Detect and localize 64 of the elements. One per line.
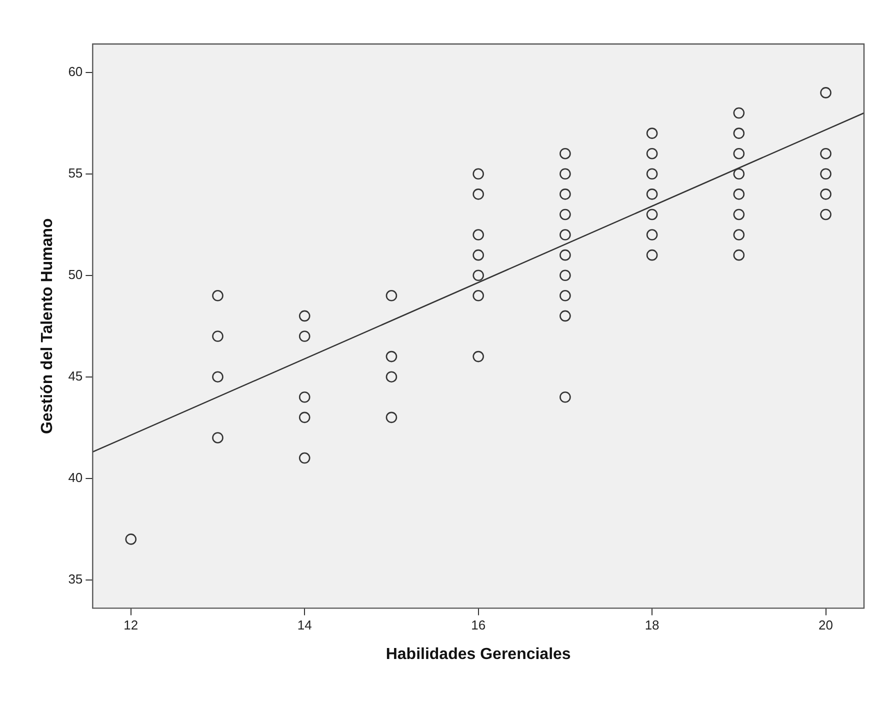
point	[733, 208, 745, 220]
point	[386, 371, 398, 382]
point	[386, 350, 398, 362]
point	[820, 208, 832, 220]
x-tick-label: 18	[644, 618, 660, 633]
y-tick-label: 55	[68, 165, 83, 180]
y-tick-label: 60	[68, 64, 83, 79]
point	[212, 371, 224, 382]
point	[386, 412, 398, 424]
point	[820, 87, 832, 98]
point	[646, 229, 658, 240]
point	[560, 270, 571, 282]
point	[646, 188, 658, 200]
point	[472, 188, 484, 200]
x-axis-title: Habilidades Gerenciales	[386, 646, 571, 663]
point	[212, 290, 224, 302]
point	[733, 188, 745, 200]
point	[212, 330, 224, 342]
point	[560, 290, 571, 302]
point	[472, 249, 484, 261]
point	[298, 330, 310, 342]
point	[472, 270, 484, 282]
point	[560, 168, 571, 180]
point	[298, 310, 310, 322]
y-tick-label: 35	[68, 571, 83, 586]
point	[733, 107, 745, 119]
point	[820, 168, 832, 180]
y-tick-label: 40	[68, 470, 83, 485]
point	[472, 290, 484, 302]
point	[560, 188, 571, 200]
point	[646, 249, 658, 261]
y-axis-title: Gestión del Talento Humano	[39, 218, 56, 434]
point	[646, 128, 658, 139]
y-tick-label: 45	[68, 368, 83, 384]
x-tick-label: 14	[297, 618, 312, 633]
point	[733, 128, 745, 139]
point	[386, 290, 398, 302]
point	[733, 229, 745, 240]
point	[733, 249, 745, 261]
point	[820, 188, 832, 200]
point	[125, 534, 137, 545]
point	[733, 148, 745, 160]
point	[560, 391, 571, 403]
point	[212, 432, 224, 444]
point	[298, 452, 310, 464]
point	[472, 350, 484, 362]
y-tick-label: 50	[68, 266, 83, 282]
point	[298, 391, 310, 403]
point	[646, 148, 658, 160]
point	[298, 412, 310, 424]
point	[820, 148, 832, 160]
x-tick-label: 12	[124, 618, 138, 633]
point	[560, 208, 571, 220]
point	[560, 229, 571, 240]
x-tick-label: 16	[471, 618, 486, 633]
point	[646, 208, 658, 220]
point	[733, 168, 745, 180]
point	[560, 148, 571, 160]
point	[472, 168, 484, 180]
point	[646, 168, 658, 180]
point	[560, 249, 571, 261]
point	[472, 229, 484, 240]
point	[560, 310, 571, 322]
x-tick-label: 20	[818, 618, 834, 633]
